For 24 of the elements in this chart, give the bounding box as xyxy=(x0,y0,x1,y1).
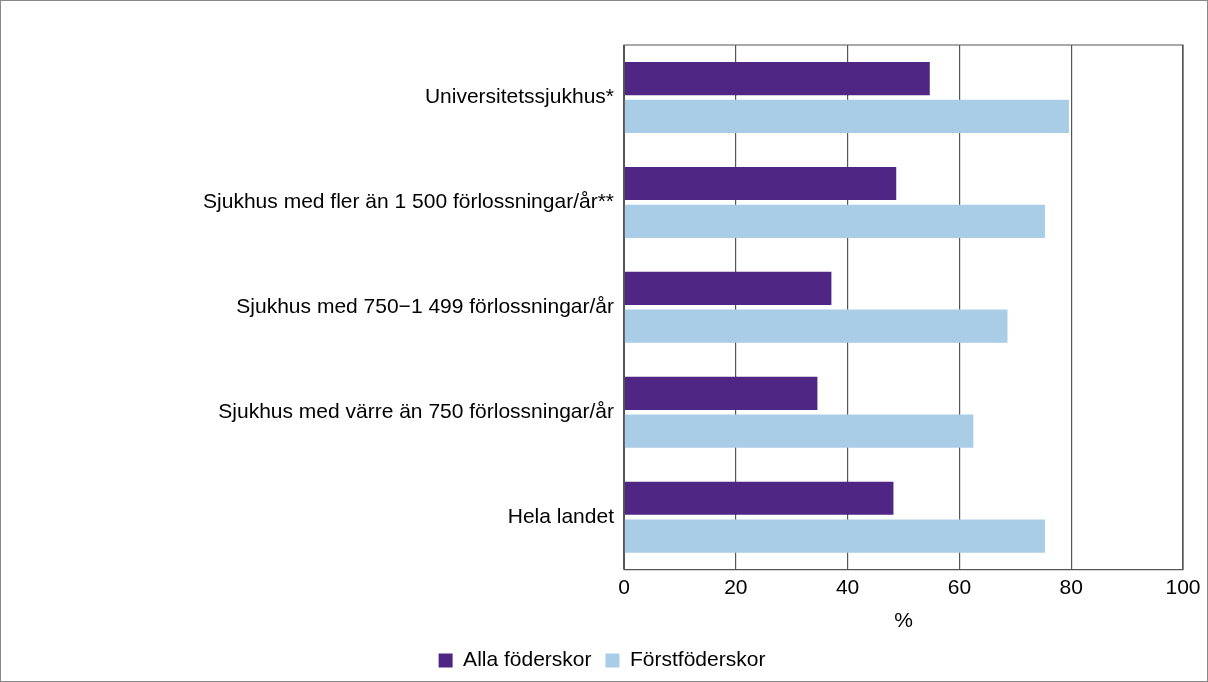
bar xyxy=(624,99,1069,133)
x-tick-label: 100 xyxy=(1165,575,1201,598)
y-tick-label: Hela landet xyxy=(507,503,615,527)
x-tick-label: 0 xyxy=(618,575,630,598)
bar xyxy=(624,376,818,410)
y-tick-label: Universitetssjukhus* xyxy=(424,84,614,108)
bar xyxy=(624,414,974,448)
bar xyxy=(624,271,832,306)
x-tick-label: 80 xyxy=(1059,575,1083,598)
x-tick-label: 20 xyxy=(724,575,748,598)
x-tick-label: 60 xyxy=(947,575,972,598)
bar xyxy=(624,204,1045,238)
y-tick-label: Sjukhus med värre än 750 förlossningar/år xyxy=(218,399,614,423)
bar xyxy=(624,481,894,515)
legend-label: Alla föderskor xyxy=(463,647,592,671)
x-tick-label: 40 xyxy=(835,575,860,598)
x-axis-title: % xyxy=(894,608,913,632)
bar xyxy=(624,166,897,201)
bar xyxy=(624,61,930,96)
legend-label: Förstföderskor xyxy=(630,647,766,671)
y-tick-label: Sjukhus med 750−1 499 förlossningar/år xyxy=(236,294,614,318)
bar xyxy=(624,309,1008,343)
bar xyxy=(624,519,1045,553)
y-tick-label: Sjukhus med fler än 1 500 förlossningar/år** xyxy=(203,189,614,213)
